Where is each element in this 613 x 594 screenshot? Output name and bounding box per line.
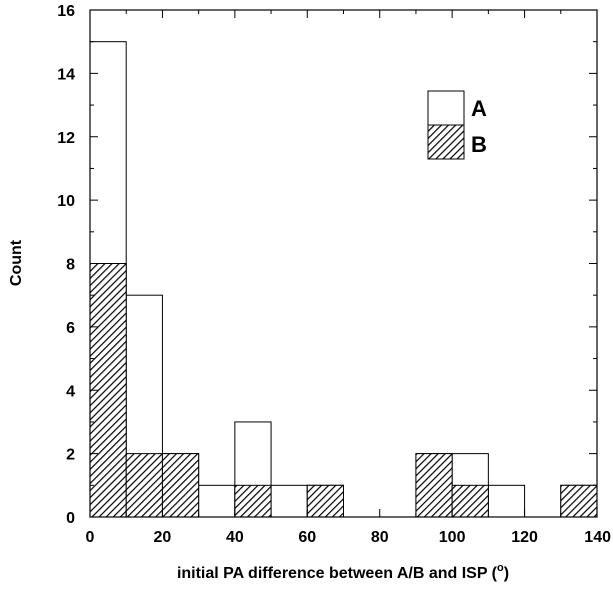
y-tick-label: 12 <box>57 130 75 147</box>
y-tick-label: 10 <box>57 193 75 210</box>
bar-b-60 <box>306 484 344 518</box>
y-tick-label: 6 <box>66 320 75 337</box>
bar-b-130 <box>560 484 598 518</box>
x-tick-label: 40 <box>226 529 244 546</box>
y-tick-label: 8 <box>66 257 75 274</box>
x-tick-label: 120 <box>511 529 538 546</box>
y-tick-label: 4 <box>66 383 75 400</box>
x-axis-title-text: initial PA difference between A/B and IS… <box>177 565 498 582</box>
y-tick-label: 14 <box>57 66 75 83</box>
bar-b-40 <box>234 484 272 518</box>
bar-a-30 <box>198 484 236 518</box>
x-axis-title-close: ) <box>504 565 509 582</box>
y-axis-title: Count <box>8 239 25 286</box>
legend-swatch-b <box>427 124 465 160</box>
series-a-bars <box>89 41 598 518</box>
bar-b-100 <box>451 484 489 518</box>
legend-label-b: B <box>471 132 487 157</box>
bar-b-10 <box>125 453 163 518</box>
series-b-bars <box>89 263 598 518</box>
y-tick-label: 16 <box>57 3 75 20</box>
x-tick-label: 60 <box>298 529 316 546</box>
x-tick-label: 100 <box>439 529 466 546</box>
bar-a-110 <box>487 484 526 518</box>
x-axis-title: initial PA difference between A/B and IS… <box>177 562 509 582</box>
y-axis: 0 2 4 6 8 10 12 14 16 <box>57 3 597 527</box>
x-tick-label: 0 <box>86 529 95 546</box>
legend: A B <box>427 90 487 160</box>
y-tick-label: 0 <box>66 510 75 527</box>
x-axis-title-unit: o <box>497 562 504 574</box>
x-tick-label: 20 <box>154 529 172 546</box>
x-tick-label: 80 <box>371 529 389 546</box>
legend-swatch-a <box>427 90 465 126</box>
y-tick-label: 2 <box>66 447 75 464</box>
plot-frame <box>89 9 598 518</box>
x-tick-label: 140 <box>584 529 611 546</box>
bar-b-90 <box>415 453 453 518</box>
bar-b-20 <box>161 453 200 518</box>
bar-a-50 <box>270 484 308 518</box>
legend-label-a: A <box>471 96 487 121</box>
x-axis: 0 20 40 60 80 100 120 140 <box>86 10 611 546</box>
